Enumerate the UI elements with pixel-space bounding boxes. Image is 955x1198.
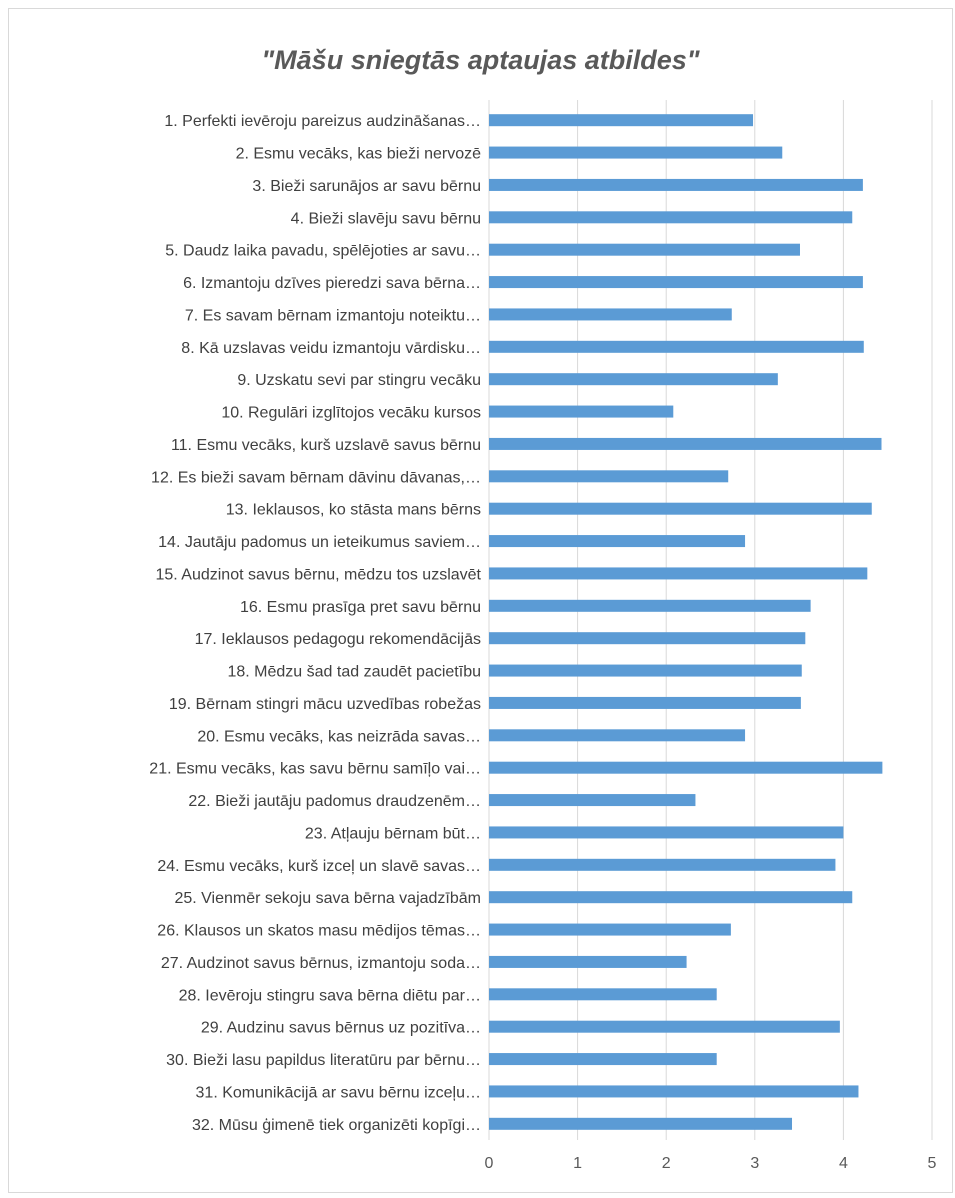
category-label: 29. Audzinu savus bērnus uz pozitīva…: [201, 1020, 481, 1037]
category-label: 21. Esmu vecāks, kas savu bērnu samīļo v…: [149, 761, 481, 778]
x-tick-label: 1: [573, 1155, 582, 1172]
bar: [489, 858, 836, 871]
bar: [489, 1117, 793, 1130]
bar: [489, 664, 802, 677]
bar: [489, 437, 882, 450]
category-label: 3. Bieži sarunājos ar savu bērnu: [252, 178, 481, 195]
category-label: 10. Regulāri izglītojos vecāku kursos: [221, 405, 481, 422]
bar: [489, 308, 732, 321]
category-label: 22. Bieži jautāju padomus draudzenēm…: [188, 793, 481, 810]
category-label: 19. Bērnam stingri māc​u uzvedības robež…: [169, 696, 481, 713]
x-tick-label: 3: [750, 1155, 759, 1172]
bar: [489, 114, 754, 127]
category-label: 4. Bieži slavēju savu bērnu: [291, 210, 481, 227]
x-tick-label: 2: [662, 1155, 671, 1172]
bar: [489, 1085, 859, 1098]
category-label: 6. Izmantoju dzīves pieredzi sava bērna…: [183, 275, 481, 292]
category-label: 13. Ieklausos, ko stāsta mans bērns: [226, 502, 481, 519]
bar: [489, 599, 811, 612]
category-label: 28. Ievēroju stingru sava bērna diētu pa…: [179, 987, 481, 1004]
category-label: 24. Esmu vecāks, kurš izceļ un slavē sav…: [157, 858, 481, 875]
bar: [489, 243, 800, 256]
bar: [489, 146, 783, 159]
bar: [489, 891, 853, 904]
category-label: 14. Jautāju padomus un ieteikumus saviem…: [158, 534, 481, 551]
bar: [489, 567, 868, 580]
category-label: 17. Ieklausos pedagogu rekomendācijās: [195, 631, 481, 648]
bar: [489, 470, 729, 483]
bar: [489, 502, 872, 515]
bar: [489, 794, 696, 807]
category-label: 26. Klausos un skatos masu mēdijos tēmas…: [157, 923, 481, 940]
category-label: 25. Vienmēr sekoju sava bērna vajadzībām: [174, 890, 481, 907]
category-label: 31. Komunikācijā ar savu bērnu izceļu…: [196, 1084, 481, 1101]
bar: [489, 340, 864, 353]
x-tick-label: 0: [485, 1155, 494, 1172]
category-label: 8. Kā uzslavas veidu izmantoju vārdisku…: [181, 340, 481, 357]
bar: [489, 826, 844, 839]
x-tick-label: 5: [928, 1155, 937, 1172]
category-label: 2. Esmu vecāks, kas bieži nervozē: [236, 146, 482, 163]
bar: [489, 1020, 840, 1033]
bar: [489, 761, 883, 774]
category-label: 12. Es bieži savam bērnam dāvinu dāvanas…: [151, 469, 481, 486]
category-label: 20. Esmu vecāks, kas neizrāda savas…: [197, 728, 481, 745]
category-label: 30. Bieži lasu papildus literatūru par b…: [166, 1052, 481, 1069]
category-label: 7. Es savam bērnam izmantoju noteiktu…: [185, 307, 481, 324]
bar: [489, 1053, 717, 1066]
bar: [489, 276, 863, 289]
category-label: 15. Audzinot savus bērnu, mēdzu tos uzsl…: [155, 566, 481, 583]
bar: [489, 632, 806, 645]
category-label: 16. Esmu prasīga pret savu bērnu: [240, 599, 481, 616]
bar: [489, 955, 687, 968]
bar: [489, 923, 731, 936]
category-label: 32. Mūsu ģimenē tiek organizēti kopīgi…: [192, 1116, 481, 1134]
category-label: 18. Mēdzu šad tad zaudēt pacietību: [227, 664, 481, 681]
category-label: 23. Atļauju bērnam būt…: [305, 825, 481, 842]
chart-title: "Māšu sniegtās aptaujas atbildes": [261, 45, 700, 75]
category-label: 5. Daudz laika pavadu, spēlējoties ar sa…: [165, 243, 481, 260]
bar: [489, 988, 717, 1001]
category-label: 9. Uzskatu sevi par stingru vecāku: [237, 372, 481, 389]
bar: [489, 729, 746, 742]
bar: [489, 696, 801, 709]
x-tick-label: 4: [839, 1155, 848, 1172]
bar: [489, 535, 746, 548]
bar: [489, 373, 778, 386]
category-label: 27. Audzinot savus bērnus, izmantoju sod…: [161, 955, 481, 972]
bar: [489, 178, 863, 191]
category-label: 1. Perfekti ievēroju pareizus audzināšan…: [164, 113, 481, 130]
bar: [489, 405, 674, 418]
category-label: 11. Esmu vecāks, kurš uzslavē savus bērn…: [171, 437, 481, 454]
bar: [489, 211, 853, 224]
